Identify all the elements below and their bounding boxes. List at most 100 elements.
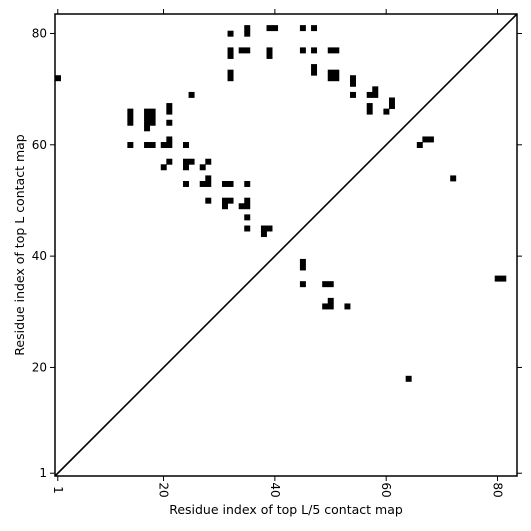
- contact-cell-upper: [422, 136, 429, 143]
- contact-cell-upper: [350, 91, 356, 98]
- contact-cell-upper: [366, 103, 373, 110]
- x-tick-label: 1: [51, 486, 65, 494]
- contact-cell-upper: [199, 164, 206, 171]
- contact-cell-upper: [299, 47, 306, 54]
- contact-cell-upper: [372, 86, 379, 93]
- contact-cell-upper: [144, 114, 151, 121]
- y-tick-label: 60: [32, 138, 47, 152]
- contact-cell-upper: [299, 264, 306, 271]
- contact-cell-upper: [327, 69, 334, 76]
- diagonal-line: [54, 13, 518, 477]
- contact-cell-upper: [227, 69, 234, 76]
- contact-cell-upper: [450, 175, 457, 182]
- contact-cell-upper: [427, 136, 434, 143]
- contact-cell-upper: [383, 108, 390, 115]
- y-tick-label: 20: [32, 360, 47, 374]
- contact-cell-lower: [55, 75, 61, 82]
- contact-cell-upper: [166, 136, 173, 143]
- contact-cell-upper: [205, 158, 212, 165]
- contact-cell-upper: [205, 197, 212, 204]
- contact-cell-upper: [327, 297, 334, 304]
- contact-cell-upper: [322, 281, 329, 288]
- y-axis-ticks: 1 20 40 60 80: [32, 26, 522, 480]
- contact-cell-upper: [266, 25, 273, 32]
- contact-cell-upper: [166, 142, 173, 148]
- contact-cell-upper: [333, 75, 340, 82]
- contact-cell-upper: [350, 75, 356, 82]
- contact-cell-upper: [327, 303, 334, 310]
- contact-cell-upper: [244, 225, 251, 232]
- x-tick-label: 60: [379, 482, 393, 497]
- contact-cell-upper: [183, 142, 189, 148]
- contact-cell-upper: [188, 91, 195, 98]
- contact-cell-upper: [299, 258, 306, 265]
- contact-cell-upper: [260, 231, 267, 238]
- contact-cell-upper: [144, 119, 151, 126]
- contact-cells: [55, 25, 507, 382]
- contact-cell-lower: [500, 275, 507, 282]
- contact-cell-upper: [227, 180, 234, 187]
- contact-cell-upper: [183, 164, 189, 171]
- contact-cell-upper: [266, 225, 273, 232]
- contact-cell-upper: [199, 180, 206, 187]
- x-tick-label: 20: [157, 482, 171, 497]
- contact-cell-upper: [127, 114, 134, 121]
- contact-cell-upper: [244, 30, 251, 37]
- contact-cell-upper: [166, 158, 173, 165]
- x-tick-label: 80: [491, 482, 505, 497]
- contact-cell-upper: [221, 197, 228, 204]
- contact-cell-upper: [149, 114, 156, 121]
- contact-cell-upper: [166, 108, 173, 115]
- contact-cell-upper: [299, 25, 306, 32]
- contact-cell-upper: [388, 103, 395, 110]
- contact-cell-upper: [160, 142, 167, 148]
- contact-cell-upper: [327, 47, 334, 54]
- contact-cell-upper: [322, 303, 329, 310]
- contact-cell-upper: [227, 47, 234, 54]
- contact-cell-upper: [127, 142, 134, 148]
- contact-cell-upper: [238, 47, 245, 54]
- contact-cell-upper: [244, 47, 251, 54]
- contact-cell-upper: [299, 281, 306, 288]
- contact-cell-upper: [227, 197, 234, 204]
- x-axis-ticks: 1 20 40 60 80: [51, 9, 505, 498]
- contact-cell-upper: [183, 180, 189, 187]
- contact-cell-upper: [160, 164, 167, 171]
- contact-cell-upper: [311, 25, 318, 32]
- contact-cell-upper: [344, 303, 351, 310]
- contact-cell-upper: [144, 142, 151, 148]
- contact-cell-upper: [266, 47, 273, 54]
- contact-cell-upper: [260, 225, 267, 232]
- y-tick-label: 1: [39, 466, 47, 480]
- contact-cell-upper: [221, 203, 228, 210]
- contact-cell-upper: [350, 80, 356, 87]
- y-axis-label: Residue index of top L contact map: [12, 134, 27, 355]
- contact-cell-upper: [311, 69, 318, 76]
- plot-frame: [54, 13, 518, 477]
- contact-cell-upper: [149, 119, 156, 126]
- contact-cell-upper: [327, 281, 334, 288]
- contact-cell-upper: [221, 180, 228, 187]
- contact-cell-upper: [327, 75, 334, 82]
- contact-cell-upper: [183, 158, 189, 165]
- contact-cell-upper: [205, 175, 212, 182]
- contact-cell-upper: [144, 125, 151, 132]
- contact-cell-upper: [244, 180, 251, 187]
- contact-cell-upper: [416, 142, 423, 148]
- contact-cell-upper: [127, 119, 134, 126]
- contact-cell-upper: [166, 119, 173, 126]
- contact-cell-upper: [238, 203, 245, 210]
- contact-cell-upper: [272, 25, 279, 32]
- contact-cell-upper: [405, 375, 412, 382]
- contact-cell-upper: [333, 47, 340, 54]
- contact-cell-upper: [149, 142, 156, 148]
- contact-cell-upper: [227, 75, 234, 82]
- x-axis-label: Residue index of top L/5 contact map: [169, 502, 403, 517]
- contact-cell-upper: [244, 197, 251, 204]
- contact-cell-upper: [311, 47, 318, 54]
- contact-cell-upper: [127, 108, 134, 115]
- contact-cell-upper: [227, 52, 234, 59]
- y-tick-label: 80: [32, 26, 47, 40]
- contact-cell-upper: [205, 180, 212, 187]
